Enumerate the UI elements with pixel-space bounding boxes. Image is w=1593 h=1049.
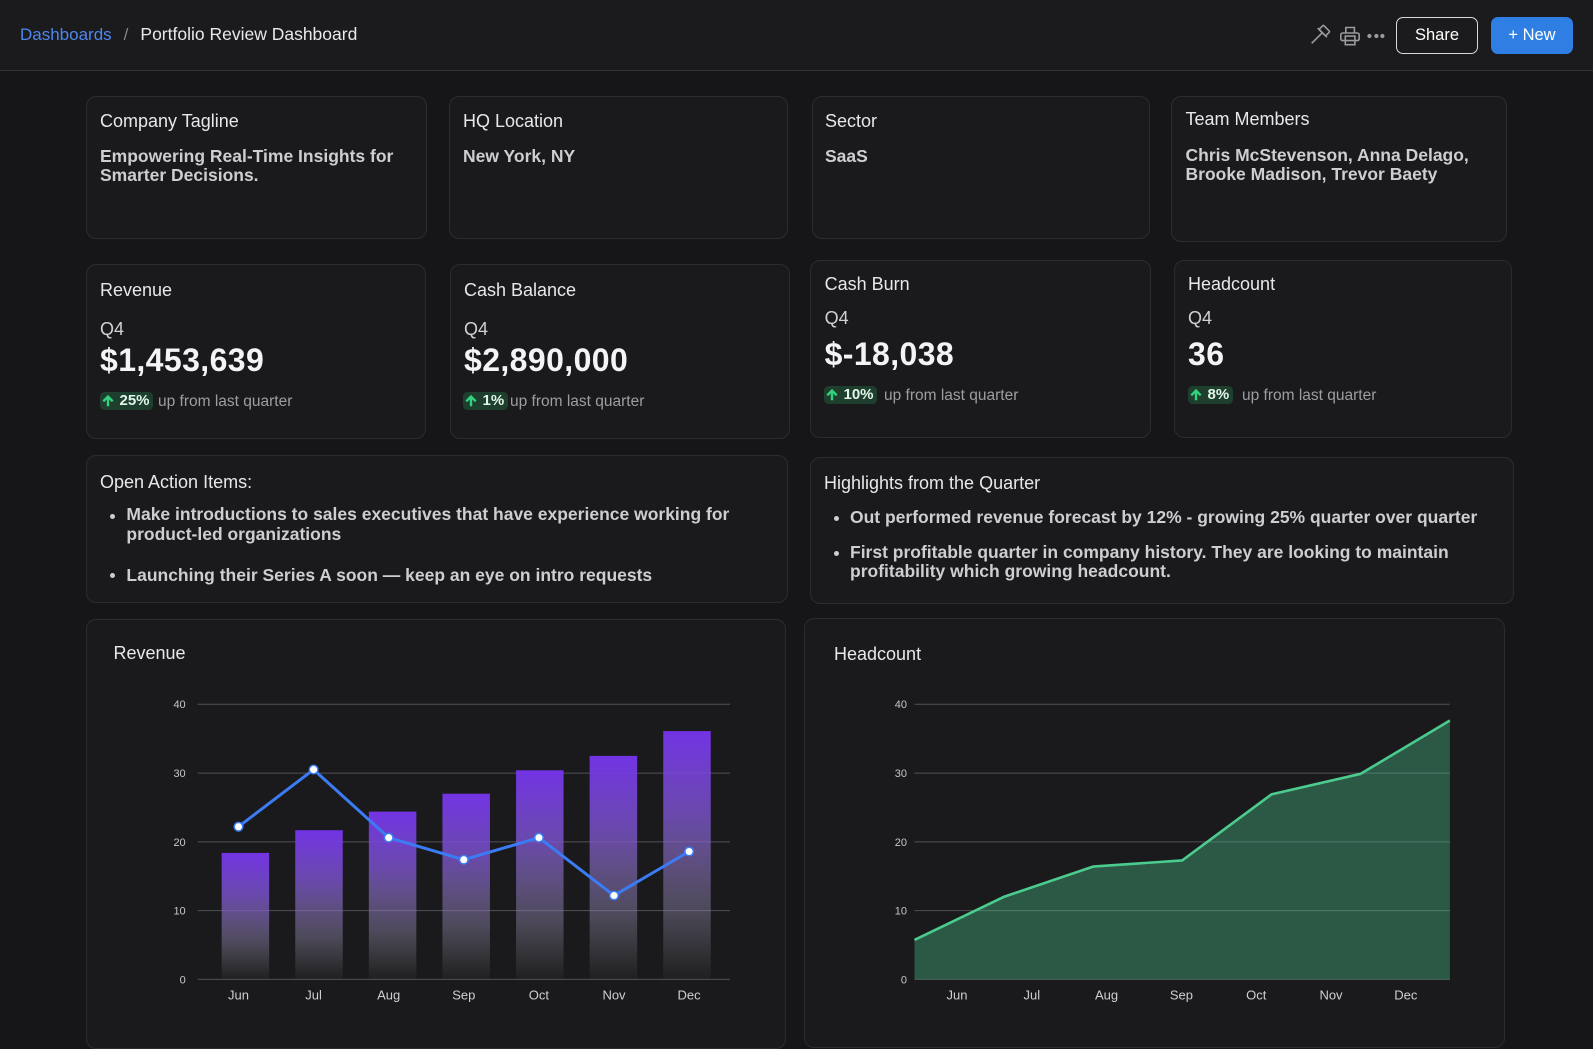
svg-text:Dec: Dec: [678, 988, 702, 1003]
svg-text:10: 10: [173, 906, 185, 918]
svg-text:Nov: Nov: [602, 988, 626, 1003]
svg-text:0: 0: [901, 974, 907, 986]
svg-text:Oct: Oct: [1246, 988, 1267, 1003]
svg-text:20: 20: [173, 837, 185, 849]
svg-text:Aug: Aug: [377, 988, 400, 1003]
svg-text:Dec: Dec: [1394, 988, 1418, 1003]
svg-text:Jul: Jul: [1023, 988, 1040, 1003]
svg-text:Jul: Jul: [305, 988, 322, 1003]
svg-text:Jun: Jun: [228, 988, 249, 1003]
svg-text:Nov: Nov: [1319, 988, 1343, 1003]
svg-text:10: 10: [895, 906, 907, 918]
svg-text:30: 30: [173, 768, 185, 780]
svg-text:40: 40: [173, 699, 185, 711]
svg-text:Oct: Oct: [529, 988, 550, 1003]
svg-text:40: 40: [895, 699, 907, 711]
svg-text:0: 0: [180, 974, 186, 986]
svg-text:Aug: Aug: [1095, 988, 1118, 1003]
svg-text:20: 20: [895, 837, 907, 849]
svg-text:Sep: Sep: [1170, 988, 1193, 1003]
svg-text:Sep: Sep: [452, 988, 475, 1003]
svg-text:30: 30: [895, 768, 907, 780]
svg-text:Jun: Jun: [947, 988, 968, 1003]
